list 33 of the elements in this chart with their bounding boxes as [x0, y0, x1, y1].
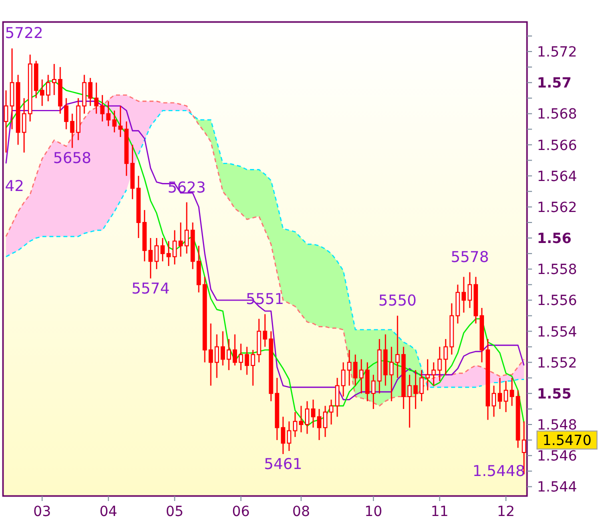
annotation: 5574 — [131, 279, 170, 298]
y-tick-label: 1.57 — [537, 76, 572, 92]
annotation: 42 — [5, 177, 24, 195]
y-tick-label: 1.56 — [537, 231, 572, 248]
y-tick-label: 1.554 — [537, 324, 578, 340]
y-tick-label: 1.556 — [537, 293, 578, 310]
x-tick-label: 10 — [364, 504, 382, 519]
annotation: 5578 — [450, 248, 489, 266]
x-tick-label: 11 — [430, 504, 449, 519]
x-tick-label: 04 — [99, 504, 118, 519]
y-tick-label: 1.572 — [537, 44, 578, 61]
y-tick-label: 1.558 — [537, 262, 578, 278]
annotation: 5551 — [246, 290, 284, 308]
y-tick-label: 1.552 — [537, 355, 578, 372]
text: 1.5470 — [542, 433, 592, 450]
y-tick-label: 1.544 — [537, 480, 578, 496]
y-tick-label: 1.564 — [537, 168, 578, 185]
x-tick-label: 08 — [292, 504, 310, 519]
y-tick-label: 1.548 — [537, 418, 578, 434]
x-tick-label: 12 — [497, 504, 515, 519]
x-tick-label: 03 — [33, 504, 52, 519]
annotation: 5461 — [264, 455, 302, 474]
y-tick-label: 1.562 — [537, 200, 578, 216]
x-tick-label: 05 — [166, 504, 184, 519]
y-tick-label: 1.568 — [537, 106, 578, 123]
annotation: 1.5448 — [472, 462, 525, 480]
annotation: 5550 — [378, 292, 417, 310]
y-tick-label: 1.546 — [537, 448, 578, 465]
annotation: 5658 — [53, 148, 92, 167]
x-tick-label: 06 — [232, 504, 250, 519]
y-tick-label: 1.566 — [537, 138, 578, 154]
y-tick-label: 1.55 — [537, 386, 572, 402]
annotation: 5722 — [5, 24, 44, 42]
